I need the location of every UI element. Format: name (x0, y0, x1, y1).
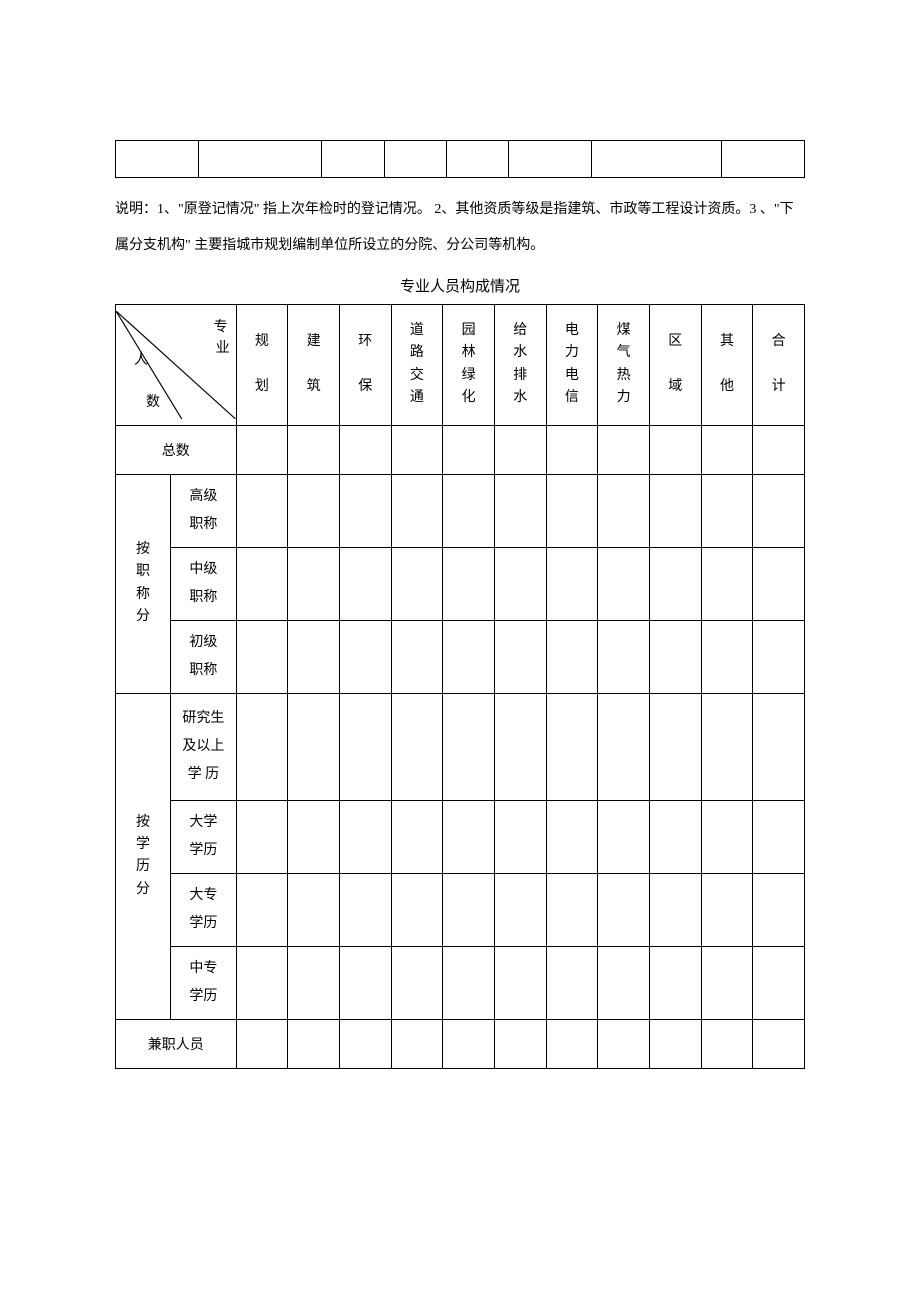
row-junior: 初级职称 (116, 620, 805, 693)
row-mid-label: 中级职称 (171, 547, 236, 620)
row-uni: 大学学历 (116, 800, 805, 873)
row-total-label: 总数 (116, 425, 237, 474)
col-planning: 规 划 (236, 304, 288, 425)
group-by-edu: 按学历分 (116, 693, 171, 1019)
section-title: 专业人员构成情况 (115, 275, 805, 296)
row-grad-label: 研究生及以上学 历 (171, 693, 236, 800)
col-building: 建 筑 (288, 304, 340, 425)
row-secondary: 中专学历 (116, 946, 805, 1019)
col-region: 区 域 (649, 304, 701, 425)
col-water: 给水排水 (494, 304, 546, 425)
col-total: 合 计 (753, 304, 805, 425)
col-other: 其 他 (701, 304, 753, 425)
col-env: 环 保 (339, 304, 391, 425)
diagonal-header: 专业 人 数 (116, 311, 236, 419)
row-junior-label: 初级职称 (171, 620, 236, 693)
header-row: 专业 人 数 规 划 建 筑 环 保 道路交通 园林绿化 给水排水 电力电信 煤… (116, 304, 805, 425)
row-parttime-label: 兼职人员 (116, 1019, 237, 1068)
row-secondary-label: 中专学历 (171, 946, 236, 1019)
col-gas: 煤气热力 (598, 304, 650, 425)
col-garden: 园林绿化 (443, 304, 495, 425)
col-power: 电力电信 (546, 304, 598, 425)
row-mid: 中级职称 (116, 547, 805, 620)
row-college: 大专学历 (116, 873, 805, 946)
col-road: 道路交通 (391, 304, 443, 425)
explanation-text: 说明：1、"原登记情况" 指上次年检时的登记情况。 2、其他资质等级是指建筑、市… (115, 192, 805, 265)
row-senior: 按职称分 高级职称 (116, 474, 805, 547)
row-parttime: 兼职人员 (116, 1019, 805, 1068)
row-senior-label: 高级职称 (171, 474, 236, 547)
row-grad: 按学历分 研究生及以上学 历 (116, 693, 805, 800)
row-uni-label: 大学学历 (171, 800, 236, 873)
row-total: 总数 (116, 425, 805, 474)
personnel-table: 专业 人 数 规 划 建 筑 环 保 道路交通 园林绿化 给水排水 电力电信 煤… (115, 304, 805, 1069)
row-college-label: 大专学历 (171, 873, 236, 946)
group-by-title: 按职称分 (116, 474, 171, 693)
top-empty-table (115, 140, 805, 178)
